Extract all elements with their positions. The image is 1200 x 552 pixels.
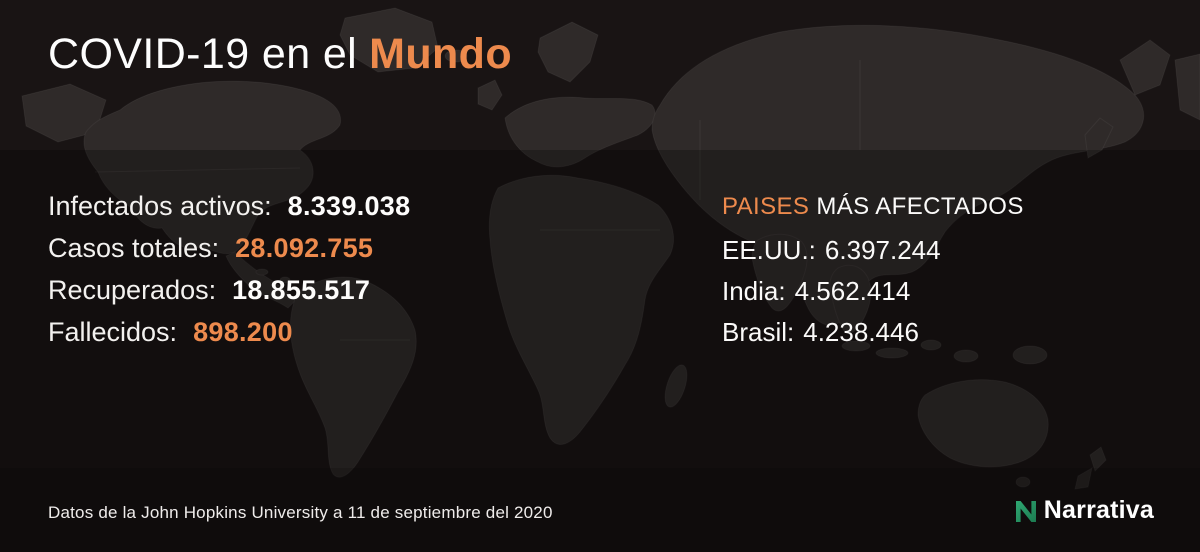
stat-label: Infectados activos: (48, 191, 272, 221)
stat-row-infectados-activos: Infectados activos: 8.339.038 (48, 190, 410, 222)
brand-name: Narrativa (1043, 496, 1154, 524)
stat-row-recuperados: Recuperados: 18.855.517 (48, 274, 410, 306)
stat-label: Casos totales: (48, 233, 220, 263)
country-label: Brasil: (722, 317, 795, 347)
stat-value: 18.855.517 (232, 275, 371, 305)
stat-value: 8.339.038 (287, 191, 411, 221)
brand-logo: Narrativa (1013, 496, 1154, 525)
stat-label: Fallecidos: (48, 317, 178, 347)
global-stats: Infectados activos: 8.339.038 Casos tota… (48, 190, 410, 358)
most-affected-countries: PAISES MÁS AFECTADOS EE.UU.: 6.397.244 Ind… (722, 192, 1024, 358)
data-source-note: Datos de la John Hopkins University a 11… (48, 503, 553, 522)
country-row-india: India: 4.562.414 (722, 276, 1024, 306)
page-title-prefix: COVID-19 en el (48, 30, 358, 78)
narrativa-n-icon (1015, 500, 1036, 522)
country-row-brasil: Brasil: 4.238.446 (722, 317, 1024, 347)
stat-value: 28.092.755 (235, 233, 374, 263)
country-value: 4.238.446 (803, 317, 919, 347)
page-title: COVID-19 en el Mundo (48, 30, 512, 79)
stat-label: Recuperados: (48, 275, 217, 305)
country-row-eeuu: EE.UU.: 6.397.244 (722, 235, 1024, 265)
stat-value: 898.200 (193, 317, 293, 347)
stat-row-casos-totales: Casos totales: 28.092.755 (48, 232, 410, 264)
country-label: India: (722, 276, 786, 306)
countries-heading-rest: MÁS AFECTADOS (816, 193, 1024, 220)
country-label: EE.UU.: (722, 235, 816, 265)
countries-heading: PAISES MÁS AFECTADOS (722, 192, 1024, 222)
countries-heading-accent: PAISES (722, 193, 810, 220)
stat-row-fallecidos: Fallecidos: 898.200 (48, 316, 410, 348)
country-value: 6.397.244 (824, 235, 941, 265)
country-value: 4.562.414 (794, 276, 911, 306)
page-title-highlight: Mundo (369, 30, 513, 78)
